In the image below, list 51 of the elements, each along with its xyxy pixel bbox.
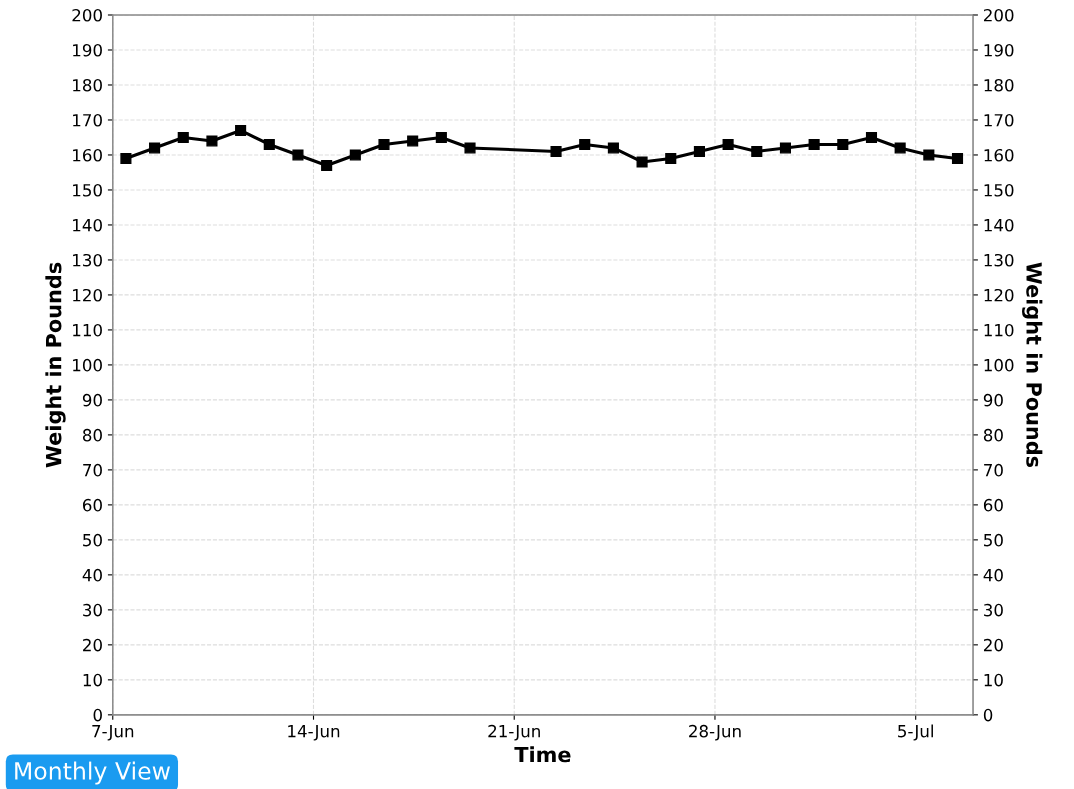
y-tick-label: 190 <box>73 43 102 57</box>
y2-tick-label: 170 <box>984 113 1014 127</box>
y-tick-label: 60 <box>83 498 102 512</box>
y2-axis-title: Weight in Pounds <box>1022 262 1043 468</box>
y2-tick-label: 30 <box>984 603 1003 617</box>
y2-tick-label: 110 <box>984 323 1014 337</box>
text: Monthly View <box>15 761 170 785</box>
y-tick-label: 70 <box>83 463 102 477</box>
y-axis-title: Weight in Pounds <box>45 262 66 468</box>
x-tick-label: 21-Jun <box>488 724 540 741</box>
y2-tick-label: 130 <box>984 253 1014 267</box>
y2-tick-label: 180 <box>984 78 1014 92</box>
y2-tick-label: 80 <box>983 428 1003 442</box>
y2-tick-label: 0 <box>983 708 993 722</box>
y-tick-label: 200 <box>72 8 102 22</box>
x-tick-label: 7-Jun <box>92 725 134 741</box>
y-tick-label: 30 <box>83 603 102 617</box>
y2-tick-label: 100 <box>984 358 1014 372</box>
y-tick-label: 160 <box>73 148 102 162</box>
y-tick-label: 100 <box>73 358 102 372</box>
y2-tick-label: 70 <box>984 463 1003 477</box>
y2-tick-label: 90 <box>983 393 1003 407</box>
y2-tick-label: 150 <box>984 183 1014 197</box>
x-tick-label: 28-Jun <box>689 724 741 741</box>
y2-tick-label: 20 <box>983 638 1003 652</box>
y-tick-label: 0 <box>93 708 102 722</box>
y2-tick-label: 40 <box>983 568 1003 582</box>
y-tick-label: 140 <box>73 218 102 232</box>
y2-tick-label: 200 <box>983 8 1014 22</box>
x-axis-title: Time <box>514 746 571 763</box>
y2-tick-label: 190 <box>984 43 1014 57</box>
y-tick-label: 40 <box>82 568 102 582</box>
y-tick-label: 80 <box>82 428 102 442</box>
y-tick-label: 20 <box>83 638 102 652</box>
y2-tick-label: 10 <box>984 673 1003 687</box>
y-tick-label: 180 <box>73 78 102 92</box>
y2-tick-label: 160 <box>984 148 1014 162</box>
x-tick-label: 5-Jul <box>898 724 933 741</box>
y-tick-label: 150 <box>73 183 102 197</box>
y2-tick-label: 50 <box>984 533 1003 547</box>
y-tick-label: 50 <box>83 533 102 547</box>
y-tick-label: 130 <box>73 253 102 267</box>
y2-tick-label: 140 <box>984 218 1014 232</box>
x-tick-label: 14-Jun <box>288 725 340 741</box>
y-tick-label: 90 <box>82 393 102 407</box>
y-tick-label: 170 <box>73 113 102 127</box>
y-tick-label: 10 <box>83 673 102 687</box>
y-tick-label: 110 <box>73 323 102 337</box>
y2-tick-label: 60 <box>983 498 1003 512</box>
y-tick-label: 120 <box>73 288 102 302</box>
y2-tick-label: 120 <box>984 288 1014 302</box>
